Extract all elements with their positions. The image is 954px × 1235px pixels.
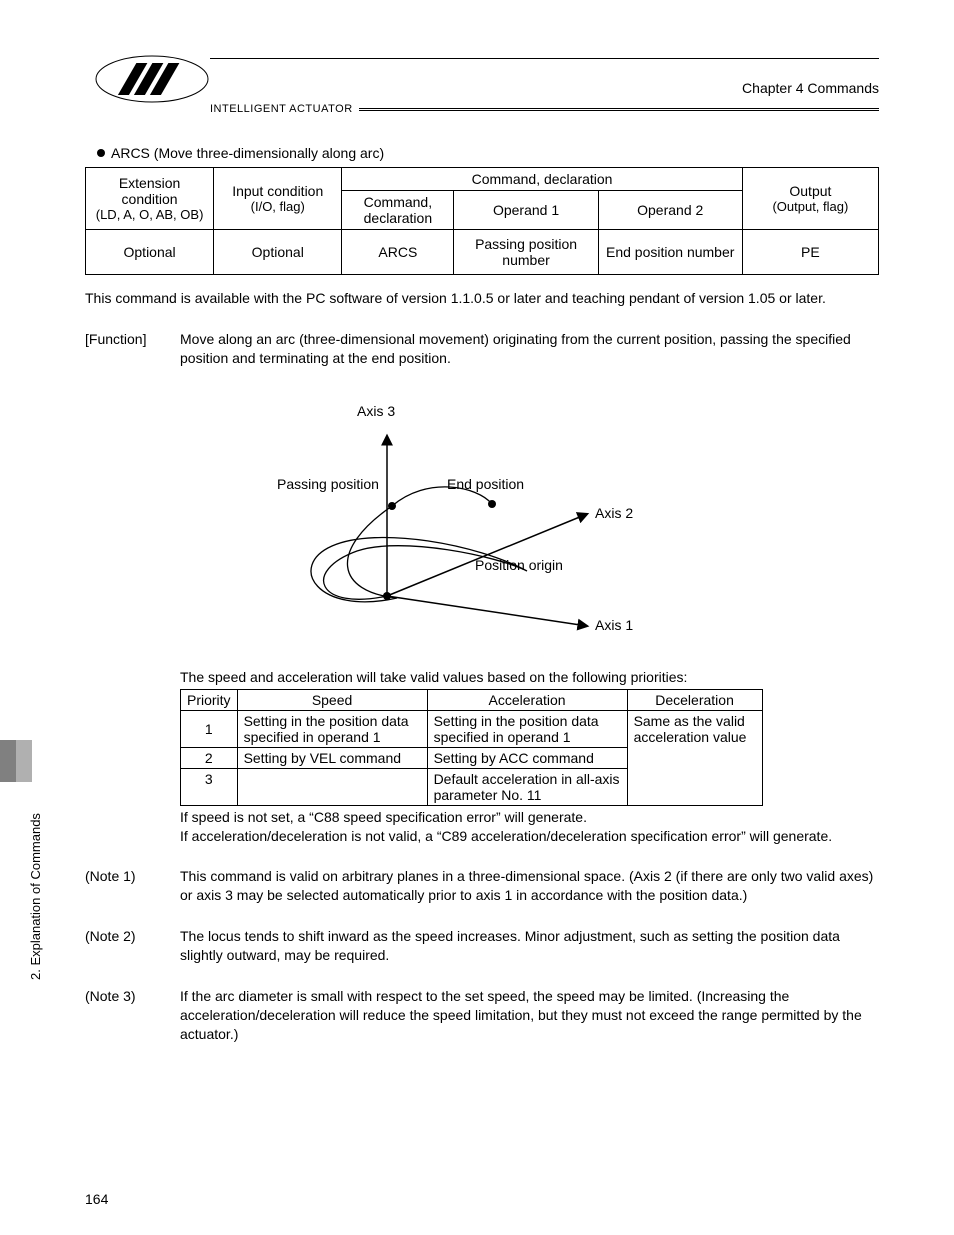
note-2: (Note 2) The locus tends to shift inward… xyxy=(85,927,879,965)
priority-table: Priority Speed Acceleration Deceleration… xyxy=(180,689,763,806)
td-ext: Optional xyxy=(86,230,214,275)
th-input-cond-sub: (I/O, flag) xyxy=(218,199,337,214)
axis2-label: Axis 2 xyxy=(595,505,633,521)
page-number: 164 xyxy=(85,1191,108,1207)
note-3-label: (Note 3) xyxy=(85,987,180,1044)
note-1: (Note 1) This command is valid on arbitr… xyxy=(85,867,879,905)
th-op1: Operand 1 xyxy=(454,191,598,230)
pt-h-speed: Speed xyxy=(237,689,427,710)
end-label: End position xyxy=(447,476,524,492)
priority-error-1: If speed is not set, a “C88 speed specif… xyxy=(180,808,879,827)
pt-r3-p: 3 xyxy=(181,768,238,805)
availability-text: This command is available with the PC so… xyxy=(85,289,879,308)
th-cmd-col: Command, declaration xyxy=(342,191,454,230)
td-out: PE xyxy=(742,230,878,275)
pt-decel: Same as the valid acceleration value xyxy=(627,710,762,805)
pt-r1-a: Setting in the position data specified i… xyxy=(427,710,627,747)
command-table: Extension condition (LD, A, O, AB, OB) I… xyxy=(85,167,879,275)
note-2-text: The locus tends to shift inward as the s… xyxy=(180,927,879,965)
pt-r1-p: 1 xyxy=(181,710,238,747)
pt-h-decel: Deceleration xyxy=(627,689,762,710)
pt-h-accel: Acceleration xyxy=(427,689,627,710)
note-3-text: If the arc diameter is small with respec… xyxy=(180,987,879,1044)
section-title: ARCS (Move three-dimensionally along arc… xyxy=(85,145,879,161)
logo xyxy=(95,55,210,106)
pt-r2-p: 2 xyxy=(181,747,238,768)
th-ext-cond-sub: (LD, A, O, AB, OB) xyxy=(90,207,209,222)
td-op2: End position number xyxy=(598,230,742,275)
th-op2: Operand 2 xyxy=(598,191,742,230)
brand-text: INTELLIGENT ACTUATOR xyxy=(210,103,359,115)
pt-r2-s: Setting by VEL command xyxy=(237,747,427,768)
function-label: [Function] xyxy=(85,330,180,368)
passing-label: Passing position xyxy=(277,476,379,492)
section-title-text: ARCS (Move three-dimensionally along arc… xyxy=(111,145,384,161)
td-cmd: ARCS xyxy=(342,230,454,275)
pt-r3-a: Default acceleration in all-axis paramet… xyxy=(427,768,627,805)
td-op1: Passing position number xyxy=(454,230,598,275)
priority-errors: If speed is not set, a “C88 speed specif… xyxy=(180,808,879,846)
function-text: Move along an arc (three-dimensional mov… xyxy=(180,330,879,368)
header-rule-top xyxy=(210,58,879,59)
header-rule-double xyxy=(359,108,879,111)
axis1-label: Axis 1 xyxy=(595,617,633,633)
pt-r1-s: Setting in the position data specified i… xyxy=(237,710,427,747)
th-cmd-decl: Command, declaration xyxy=(342,168,742,191)
axis3-label: Axis 3 xyxy=(357,403,395,419)
td-input: Optional xyxy=(214,230,342,275)
note-3: (Note 3) If the arc diameter is small wi… xyxy=(85,987,879,1044)
th-input-cond: Input condition xyxy=(218,183,337,199)
note-2-label: (Note 2) xyxy=(85,927,180,965)
pt-h-priority: Priority xyxy=(181,689,238,710)
priority-error-2: If acceleration/deceleration is not vali… xyxy=(180,827,879,846)
th-output: Output xyxy=(747,183,874,199)
th-ext-cond: Extension condition xyxy=(90,175,209,207)
pt-r2-a: Setting by ACC command xyxy=(427,747,627,768)
origin-label: Position origin xyxy=(475,557,563,573)
priority-caption: The speed and acceleration will take val… xyxy=(180,669,879,685)
bullet-icon xyxy=(97,149,105,157)
page-header: Chapter 4 Commands INTELLIGENT ACTUATOR xyxy=(85,55,879,115)
note-1-label: (Note 1) xyxy=(85,867,180,905)
th-output-sub: (Output, flag) xyxy=(747,199,874,214)
pt-r3-s xyxy=(237,768,427,805)
function-block: [Function] Move along an arc (three-dime… xyxy=(85,330,879,368)
chapter-label: Chapter 4 Commands xyxy=(742,80,879,96)
arc-diagram: Axis 3 Axis 2 Axis 1 Position origin Pas… xyxy=(85,396,879,641)
note-1-text: This command is valid on arbitrary plane… xyxy=(180,867,879,905)
